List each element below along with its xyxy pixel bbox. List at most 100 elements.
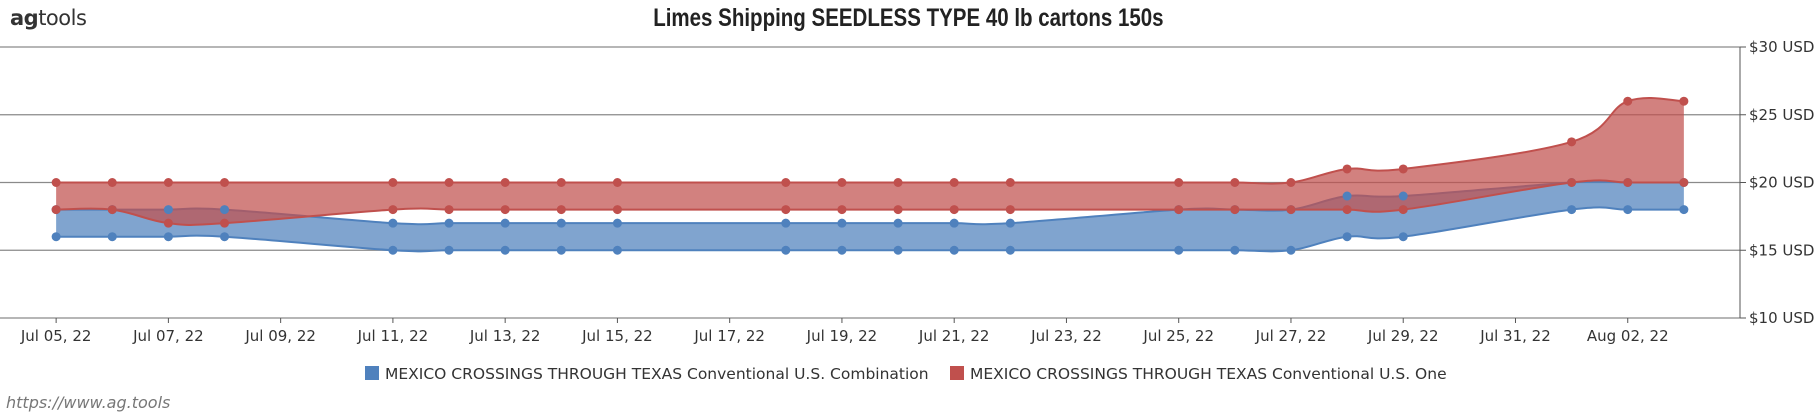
logo-suffix: tools (38, 6, 87, 30)
data-point-high (949, 178, 959, 187)
legend-label: MEXICO CROSSINGS THROUGH TEXAS Conventio… (385, 365, 929, 383)
data-point-high (388, 178, 398, 187)
series-low-line (56, 206, 1684, 253)
data-point-low (1005, 205, 1015, 215)
x-tick-label: Jul 19, 22 (806, 327, 878, 345)
legend-item[interactable]: MEXICO CROSSINGS THROUGH TEXAS Conventio… (950, 365, 1447, 383)
data-point-low (1679, 178, 1689, 187)
data-point-low (163, 232, 173, 242)
data-point-high (949, 218, 959, 228)
data-point-low (837, 245, 847, 255)
data-point-high (500, 178, 510, 187)
x-tick-label: Jul 17, 22 (693, 327, 765, 345)
data-point-low (893, 205, 903, 215)
data-point-high (1342, 191, 1352, 201)
data-point-low (388, 205, 398, 215)
data-point-high (163, 178, 173, 187)
data-point-low (1398, 205, 1408, 215)
data-point-low (837, 205, 847, 215)
data-point-low (1286, 205, 1296, 215)
data-point-high (1230, 178, 1240, 187)
data-point-high (1005, 178, 1015, 187)
data-point-high (1174, 178, 1184, 187)
data-point-high (1342, 164, 1352, 174)
data-point-high (1623, 96, 1633, 106)
data-point-low (556, 205, 566, 215)
series-areas (56, 96, 1684, 253)
data-point-high (388, 218, 398, 228)
y-tick-label: $20 USD (1749, 174, 1814, 192)
data-point-low (1679, 205, 1689, 215)
data-point-low (1398, 232, 1408, 242)
data-point-low (107, 205, 117, 215)
data-point-low (1623, 205, 1633, 215)
x-tick-label: Jul 05, 22 (20, 327, 92, 345)
legend-item[interactable]: MEXICO CROSSINGS THROUGH TEXAS Conventio… (365, 365, 929, 383)
data-point-low (51, 232, 61, 242)
data-point-low (949, 245, 959, 255)
data-point-low (1286, 245, 1296, 255)
data-point-high (781, 178, 791, 187)
x-tick-label: Aug 02, 22 (1587, 327, 1669, 345)
data-point-high (893, 218, 903, 228)
data-point-high (1398, 191, 1408, 201)
y-tick-label: $30 USD (1749, 38, 1814, 56)
legend-swatch (950, 366, 964, 380)
legend-swatch (365, 366, 379, 380)
data-points (51, 96, 1689, 255)
data-point-high (51, 178, 61, 187)
y-tick-label: $25 USD (1749, 106, 1814, 124)
data-point-high (1398, 164, 1408, 174)
x-tick-label: Jul 31, 22 (1479, 327, 1551, 345)
data-point-low (220, 218, 230, 228)
data-point-high (1005, 218, 1015, 228)
data-point-low (781, 245, 791, 255)
data-point-low (388, 245, 398, 255)
x-tick-label: Jul 23, 22 (1030, 327, 1102, 345)
data-point-low (1230, 205, 1240, 215)
source-url[interactable]: https://www.ag.tools (6, 393, 171, 412)
legend[interactable]: MEXICO CROSSINGS THROUGH TEXAS Conventio… (365, 365, 1447, 383)
data-point-high (556, 178, 566, 187)
data-point-low (1230, 245, 1240, 255)
data-point-high (893, 178, 903, 187)
data-point-low (893, 245, 903, 255)
data-point-low (1567, 205, 1577, 215)
series-low-line (56, 179, 1684, 226)
x-tick-label: Jul 09, 22 (244, 327, 316, 345)
data-point-low (444, 245, 454, 255)
agtools-logo: agtools (10, 6, 87, 30)
data-point-high (500, 218, 510, 228)
chart-title: Limes Shipping SEEDLESS TYPE 40 lb carto… (653, 4, 1164, 32)
x-tick-label: Jul 21, 22 (918, 327, 990, 345)
data-point-low (500, 205, 510, 215)
data-point-low (1174, 245, 1184, 255)
x-tick-label: Jul 07, 22 (132, 327, 204, 345)
data-point-high (1286, 178, 1296, 187)
x-tick-label: Jul 25, 22 (1142, 327, 1214, 345)
data-point-low (556, 245, 566, 255)
data-point-low (1005, 245, 1015, 255)
data-point-low (220, 232, 230, 242)
data-point-low (107, 232, 117, 242)
data-point-high (612, 178, 622, 187)
data-point-low (1174, 205, 1184, 215)
data-point-high (220, 178, 230, 187)
data-point-low (500, 245, 510, 255)
data-point-low (1342, 232, 1352, 242)
data-point-low (444, 205, 454, 215)
data-point-high (837, 178, 847, 187)
data-point-low (781, 205, 791, 215)
x-tick-label: Jul 27, 22 (1255, 327, 1327, 345)
data-point-high (1567, 137, 1577, 147)
y-tick-label: $10 USD (1749, 309, 1814, 327)
logo-prefix: ag (10, 6, 39, 30)
data-point-high (1679, 96, 1689, 106)
x-tick-label: Jul 11, 22 (357, 327, 429, 345)
data-point-low (163, 218, 173, 228)
series-area (56, 97, 1684, 225)
x-tick-label: Jul 15, 22 (581, 327, 653, 345)
data-point-high (781, 218, 791, 228)
data-point-high (107, 178, 117, 187)
